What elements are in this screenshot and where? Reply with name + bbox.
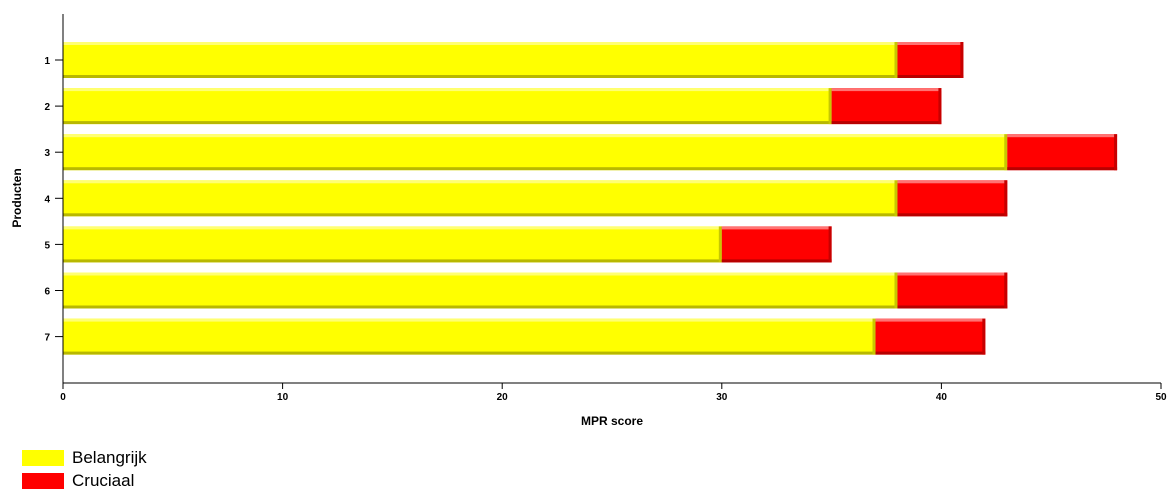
bar-cruciaal-3 <box>1007 134 1118 171</box>
bar-belangrijk-2 <box>63 88 832 125</box>
bar-belangrijk-3 <box>63 134 1008 171</box>
y-tick-label: 5 <box>44 240 50 251</box>
legend-label-belangrijk: Belangrijk <box>72 447 147 467</box>
bar-belangrijk-4 <box>63 180 898 217</box>
legend-item-belangrijk: Belangrijk <box>22 446 147 469</box>
bar-cruciaal-7 <box>875 318 986 355</box>
bar-cruciaal-1 <box>897 42 964 78</box>
x-tick-label: 0 <box>60 392 66 403</box>
bar-cruciaal-4 <box>897 180 1008 217</box>
x-tick-label: 30 <box>716 392 728 403</box>
y-tick-label: 3 <box>44 148 50 159</box>
bars-layer <box>63 42 1118 355</box>
x-tick-label: 40 <box>936 392 948 403</box>
y-tick-label: 6 <box>44 287 50 298</box>
legend-swatch-belangrijk <box>22 449 64 466</box>
bar-belangrijk-7 <box>63 318 876 355</box>
y-axis-title: Producten <box>10 168 24 227</box>
y-tick-label: 7 <box>44 333 50 344</box>
bar-belangrijk-5 <box>63 226 722 263</box>
legend-label-cruciaal: Cruciaal <box>72 470 135 490</box>
legend: Belangrijk Cruciaal <box>22 446 147 492</box>
y-tick-label: 2 <box>44 102 50 113</box>
bar-belangrijk-6 <box>63 272 898 309</box>
ticks-layer: 1 2 3 4 5 6 7 0 10 20 30 40 50 <box>44 56 1167 403</box>
legend-item-cruciaal: Cruciaal <box>22 469 147 492</box>
x-tick-label: 50 <box>1155 392 1167 403</box>
bar-chart: 1 2 3 4 5 6 7 0 10 20 30 40 50 MPR score Producten <box>10 14 1167 428</box>
x-axis-title: MPR score <box>581 414 643 428</box>
bar-cruciaal-2 <box>831 88 942 125</box>
x-tick-label: 20 <box>497 392 509 403</box>
y-tick-label: 1 <box>44 56 50 67</box>
bar-cruciaal-5 <box>721 226 832 263</box>
bar-cruciaal-6 <box>897 272 1008 309</box>
legend-swatch-cruciaal <box>22 472 64 489</box>
y-tick-label: 4 <box>44 194 50 205</box>
bar-belangrijk-1 <box>63 42 898 78</box>
x-tick-label: 10 <box>277 392 289 403</box>
